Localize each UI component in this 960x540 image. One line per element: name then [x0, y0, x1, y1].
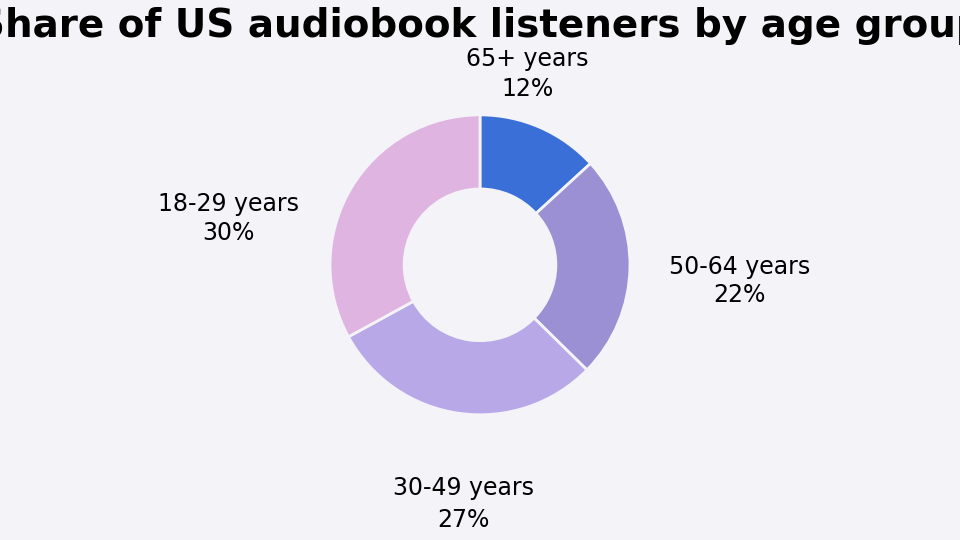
Text: 50-64 years: 50-64 years	[669, 255, 810, 279]
Text: 30%: 30%	[202, 221, 254, 245]
Wedge shape	[330, 115, 480, 337]
Text: 30-49 years: 30-49 years	[394, 476, 534, 500]
Text: 22%: 22%	[713, 283, 766, 307]
Wedge shape	[534, 164, 630, 370]
Wedge shape	[480, 115, 590, 213]
Text: 65+ years: 65+ years	[467, 48, 588, 71]
Text: 12%: 12%	[501, 77, 554, 102]
Wedge shape	[348, 301, 587, 415]
Text: 27%: 27%	[438, 508, 490, 532]
Text: 18-29 years: 18-29 years	[157, 192, 299, 217]
Title: Share of US audiobook listeners by age group: Share of US audiobook listeners by age g…	[0, 7, 960, 45]
